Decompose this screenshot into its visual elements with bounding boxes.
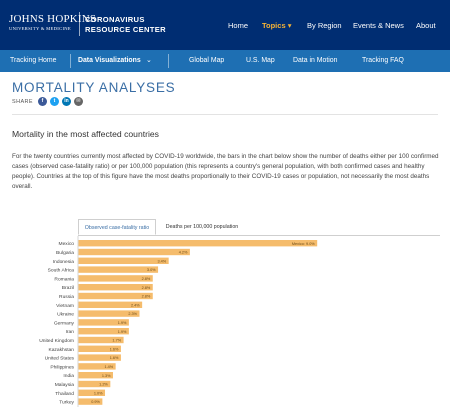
- bar[interactable]: [78, 336, 124, 344]
- bar[interactable]: [78, 389, 106, 396]
- bar[interactable]: [78, 257, 169, 264]
- subnav-tracking-home[interactable]: Tracking Home: [10, 57, 57, 64]
- tab-deaths-per-100k[interactable]: Deaths per 100,000 population: [165, 224, 239, 230]
- bar[interactable]: [78, 363, 116, 370]
- facebook-icon[interactable]: f: [38, 97, 47, 106]
- value-label: 2.8%: [142, 295, 151, 299]
- logo-line2: UNIVERSITY & MEDICINE: [9, 26, 72, 31]
- bar[interactable]: [78, 292, 153, 300]
- title-line1: CORONAVIRUS: [85, 15, 145, 24]
- value-label: 2.8%: [142, 286, 151, 290]
- category-label: Russia: [59, 294, 74, 300]
- category-label: Ukraine: [57, 312, 74, 318]
- value-label: 1.9%: [118, 321, 127, 325]
- value-label: 2.8%: [142, 277, 151, 281]
- category-label: United Kingdom: [39, 338, 74, 344]
- category-label: India: [63, 373, 74, 379]
- category-label: Bulgaria: [56, 250, 74, 256]
- bar[interactable]: [78, 319, 129, 326]
- nav-about[interactable]: About: [416, 21, 436, 30]
- tab-underline: [78, 235, 440, 236]
- nav-events-news[interactable]: Events & News: [353, 21, 404, 30]
- nav-topics[interactable]: Topics ▾: [262, 21, 292, 30]
- category-label: Philippines: [50, 364, 74, 370]
- header-divider: [79, 12, 80, 36]
- category-label: Kazakhstan: [48, 347, 74, 353]
- category-label: United States: [45, 356, 75, 362]
- mortality-bar-chart: Mexico Mexico: 9.0% Bulgaria 4.2% Indonesia 3…: [39, 236, 318, 407]
- value-label: 1.0%: [94, 391, 103, 395]
- value-label: 1.7%: [112, 339, 121, 343]
- value-label: 1.2%: [99, 383, 108, 387]
- value-label: 3.0%: [147, 268, 156, 272]
- category-label: Mexico: [59, 241, 75, 247]
- bar[interactable]: [78, 240, 318, 247]
- subnav-divider: [168, 54, 169, 68]
- twitter-icon[interactable]: t: [50, 97, 59, 106]
- value-label: 1.9%: [118, 330, 127, 334]
- category-label: Turkey: [59, 400, 74, 406]
- category-label: Thailand: [55, 391, 74, 397]
- share-label: SHARE: [12, 99, 33, 105]
- intro-paragraph: For the twenty countries currently most …: [12, 153, 439, 190]
- category-label: Brazil: [62, 285, 74, 291]
- bar[interactable]: [78, 284, 153, 291]
- bar[interactable]: [78, 354, 121, 361]
- value-label: Mexico: 9.0%: [292, 242, 315, 246]
- email-icon[interactable]: ✉: [74, 97, 83, 106]
- chevron-down-icon[interactable]: ⌄: [146, 57, 152, 64]
- value-label: 1.4%: [104, 365, 113, 369]
- category-label: Indonesia: [53, 259, 74, 265]
- value-label: 2.3%: [128, 312, 137, 316]
- bar[interactable]: [78, 345, 121, 352]
- subnav-data-in-motion[interactable]: Data in Motion: [293, 57, 338, 64]
- category-label: Germany: [54, 320, 75, 326]
- jhu-logo[interactable]: JOHNS HOPKINS UNIVERSITY & MEDICINE: [9, 13, 97, 31]
- logo-line1: JOHNS HOPKINS: [9, 13, 97, 25]
- subnav-us-map[interactable]: U.S. Map: [246, 57, 275, 64]
- value-label: 2.4%: [131, 303, 140, 307]
- category-label: South Africa: [48, 268, 75, 274]
- value-label: 3.4%: [158, 259, 167, 263]
- subnav-data-visualizations[interactable]: Data Visualizations: [78, 57, 141, 64]
- bar[interactable]: [78, 266, 159, 273]
- title-line2: RESOURCE CENTER: [85, 25, 166, 34]
- bar[interactable]: [78, 248, 190, 256]
- bar[interactable]: [78, 372, 113, 379]
- bar[interactable]: [78, 310, 140, 317]
- nav-home[interactable]: Home: [228, 21, 249, 30]
- page-title: MORTALITY ANALYSES: [12, 80, 176, 95]
- subnav-tracking-faq[interactable]: Tracking FAQ: [362, 57, 404, 64]
- value-label: 1.6%: [110, 347, 119, 351]
- bar[interactable]: [78, 398, 103, 405]
- bar[interactable]: [78, 301, 143, 308]
- subnav-divider: [70, 54, 71, 68]
- divider: [12, 114, 438, 115]
- tab-case-fatality-ratio[interactable]: Observed case-fatality ratio: [78, 219, 156, 235]
- value-label: 4.2%: [179, 251, 188, 255]
- value-label: 0.9%: [91, 400, 100, 404]
- top-header: JOHNS HOPKINS UNIVERSITY & MEDICINE CORO…: [0, 0, 450, 50]
- category-label: Malaysia: [55, 382, 75, 388]
- sub-navigation: Tracking Home Data Visualizations ⌄ Glob…: [0, 50, 450, 72]
- bar[interactable]: [78, 328, 129, 335]
- value-label: 1.6%: [110, 356, 119, 360]
- linkedin-icon[interactable]: in: [62, 97, 71, 106]
- nav-by-region[interactable]: By Region: [307, 21, 342, 30]
- resource-center-title[interactable]: CORONAVIRUS RESOURCE CENTER: [85, 15, 166, 35]
- value-label: 1.3%: [102, 374, 111, 378]
- subnav-global-map[interactable]: Global Map: [189, 57, 225, 64]
- category-label: Romania: [54, 276, 74, 282]
- bar[interactable]: [78, 380, 111, 388]
- bar[interactable]: [78, 275, 153, 282]
- category-label: Iran: [66, 329, 75, 335]
- section-title: Mortality in the most affected countries: [12, 129, 159, 139]
- category-label: Vietnam: [56, 303, 74, 309]
